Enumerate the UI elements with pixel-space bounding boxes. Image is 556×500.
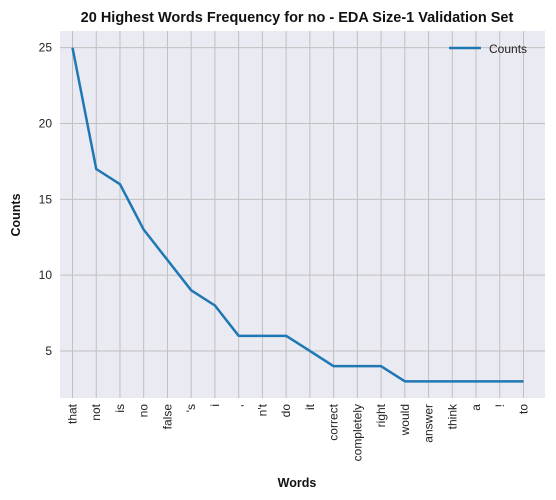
x-tick-label: completely xyxy=(350,404,364,461)
x-tick-label: correct xyxy=(327,403,341,440)
y-tick-label: 25 xyxy=(39,41,53,55)
y-axis-ticks: 5 10 15 20 25 xyxy=(39,41,53,358)
x-tick-label: a xyxy=(469,404,483,411)
series-line-counts xyxy=(71,47,524,383)
plot-area xyxy=(60,31,545,398)
x-tick-label: answer xyxy=(422,404,436,443)
x-tick-label: to xyxy=(517,404,531,414)
y-axis-label: Counts xyxy=(9,193,23,236)
x-tick-label: would xyxy=(398,404,412,436)
y-tick-label: 5 xyxy=(45,344,52,358)
x-tick-label: right xyxy=(374,403,388,427)
series-layer xyxy=(71,47,524,383)
x-tick-label: , xyxy=(232,404,246,407)
x-tick-label: think xyxy=(445,403,459,429)
x-tick-label: that xyxy=(66,403,80,424)
legend: Counts xyxy=(449,42,527,56)
x-tick-label: 's xyxy=(184,404,198,412)
x-axis-label: Words xyxy=(278,476,317,490)
y-tick-label: 20 xyxy=(39,117,53,131)
chart-title: 20 Highest Words Frequency for no - EDA … xyxy=(81,10,514,26)
x-tick-label: ! xyxy=(493,404,507,407)
x-tick-label: i xyxy=(208,404,222,407)
x-tick-label: is xyxy=(113,404,127,413)
grid-lines xyxy=(60,31,545,398)
y-tick-label: 10 xyxy=(39,268,53,282)
x-tick-label: n't xyxy=(255,403,269,416)
x-tick-label: it xyxy=(303,403,317,410)
y-tick-label: 15 xyxy=(39,192,53,206)
x-tick-label: no xyxy=(137,404,151,418)
x-axis-ticks: that not is no false 's i, n't do it correct comple… xyxy=(66,403,531,461)
x-tick-label: false xyxy=(160,404,174,430)
legend-label-counts: Counts xyxy=(489,42,527,56)
x-tick-label: do xyxy=(279,404,293,418)
x-tick-label: not xyxy=(89,403,103,420)
